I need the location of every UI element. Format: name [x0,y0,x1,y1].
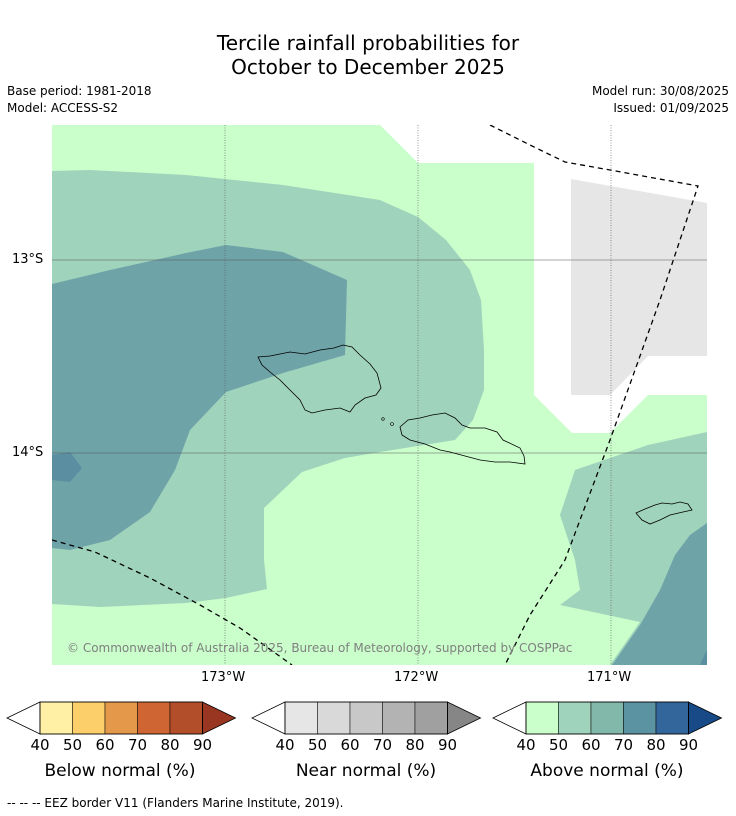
below-normal-label: Below normal (%) [44,761,196,781]
credit-text: © Commonwealth of Australia 2025, Bureau… [67,641,573,655]
below-cb-tick: 50 [62,736,83,754]
near-cb-low-arrow [251,701,286,735]
near-cb-tick: 80 [405,736,425,754]
near-40-region [571,179,707,395]
above-cb-tick: 90 [678,736,699,754]
above-cb-swatch [623,701,657,735]
above-cb-tick: 80 [646,736,666,754]
above-70-region-west [52,452,82,482]
upolu-island [399,412,526,465]
lat-label-14s: 14°S [12,445,44,460]
near-cb-tick: 50 [307,736,328,754]
above-60-region-east [612,523,707,665]
near-cb-tick: 70 [372,736,393,754]
lon-label-173w: 173°W [201,670,246,685]
below-cb-tick: 60 [95,736,115,754]
above-cb-swatch [655,701,689,735]
above-cb-tick: 70 [613,736,634,754]
issued-date: Issued: 01/09/2025 [613,101,729,115]
above-cb-swatch [590,701,624,735]
footnote: -- -- -- EEZ border V11 (Flanders Marine… [7,796,344,810]
above-cb-tick: 50 [548,736,569,754]
below-cb-swatch [72,701,106,735]
near-cb-swatch [317,701,351,735]
near-cb-swatch [284,701,318,735]
chart-title-line1: Tercile rainfall probabilities for [216,31,520,55]
near-cb-swatch [382,701,416,735]
below-cb-tick: 40 [30,736,50,754]
near-cb-tick: 40 [275,736,295,754]
above-normal-label: Above normal (%) [530,761,684,781]
near-cb-swatch [349,701,383,735]
lon-label-171w: 171°W [587,670,632,685]
below-cb-tick: 70 [127,736,148,754]
below-cb-swatch [169,701,203,735]
eez-border [52,125,699,665]
above-cb-low-arrow [492,701,527,735]
above-cb-swatch [558,701,592,735]
colorbars [6,701,723,735]
near-cb-tick: 90 [437,736,458,754]
above-cb-high-arrow [688,701,723,735]
tutuila-island [635,501,693,525]
below-cb-swatch [137,701,171,735]
below-cb-low-arrow [6,701,41,735]
above-cb-tick: 60 [581,736,601,754]
below-cb-swatch [39,701,73,735]
model-run: Model run: 30/08/2025 [591,84,729,98]
below-cb-swatch [104,701,138,735]
savaii-island [257,344,382,414]
above-60-region-west [52,245,347,550]
near-cb-high-arrow [447,701,482,735]
below-cb-tick: 80 [160,736,180,754]
above-cb-swatch [525,701,559,735]
near-cb-tick: 60 [340,736,360,754]
below-cb-tick: 90 [192,736,213,754]
lat-label-13s: 13°S [12,252,44,267]
near-cb-swatch [414,701,448,735]
model-name: Model: ACCESS-S2 [7,101,119,115]
lon-label-172w: 172°W [394,670,439,685]
near-normal-label: Near normal (%) [295,761,437,781]
chart-title-line2: October to December 2025 [231,55,505,79]
below-cb-high-arrow [202,701,237,735]
base-period: Base period: 1981-2018 [7,84,152,98]
above-cb-tick: 40 [516,736,536,754]
